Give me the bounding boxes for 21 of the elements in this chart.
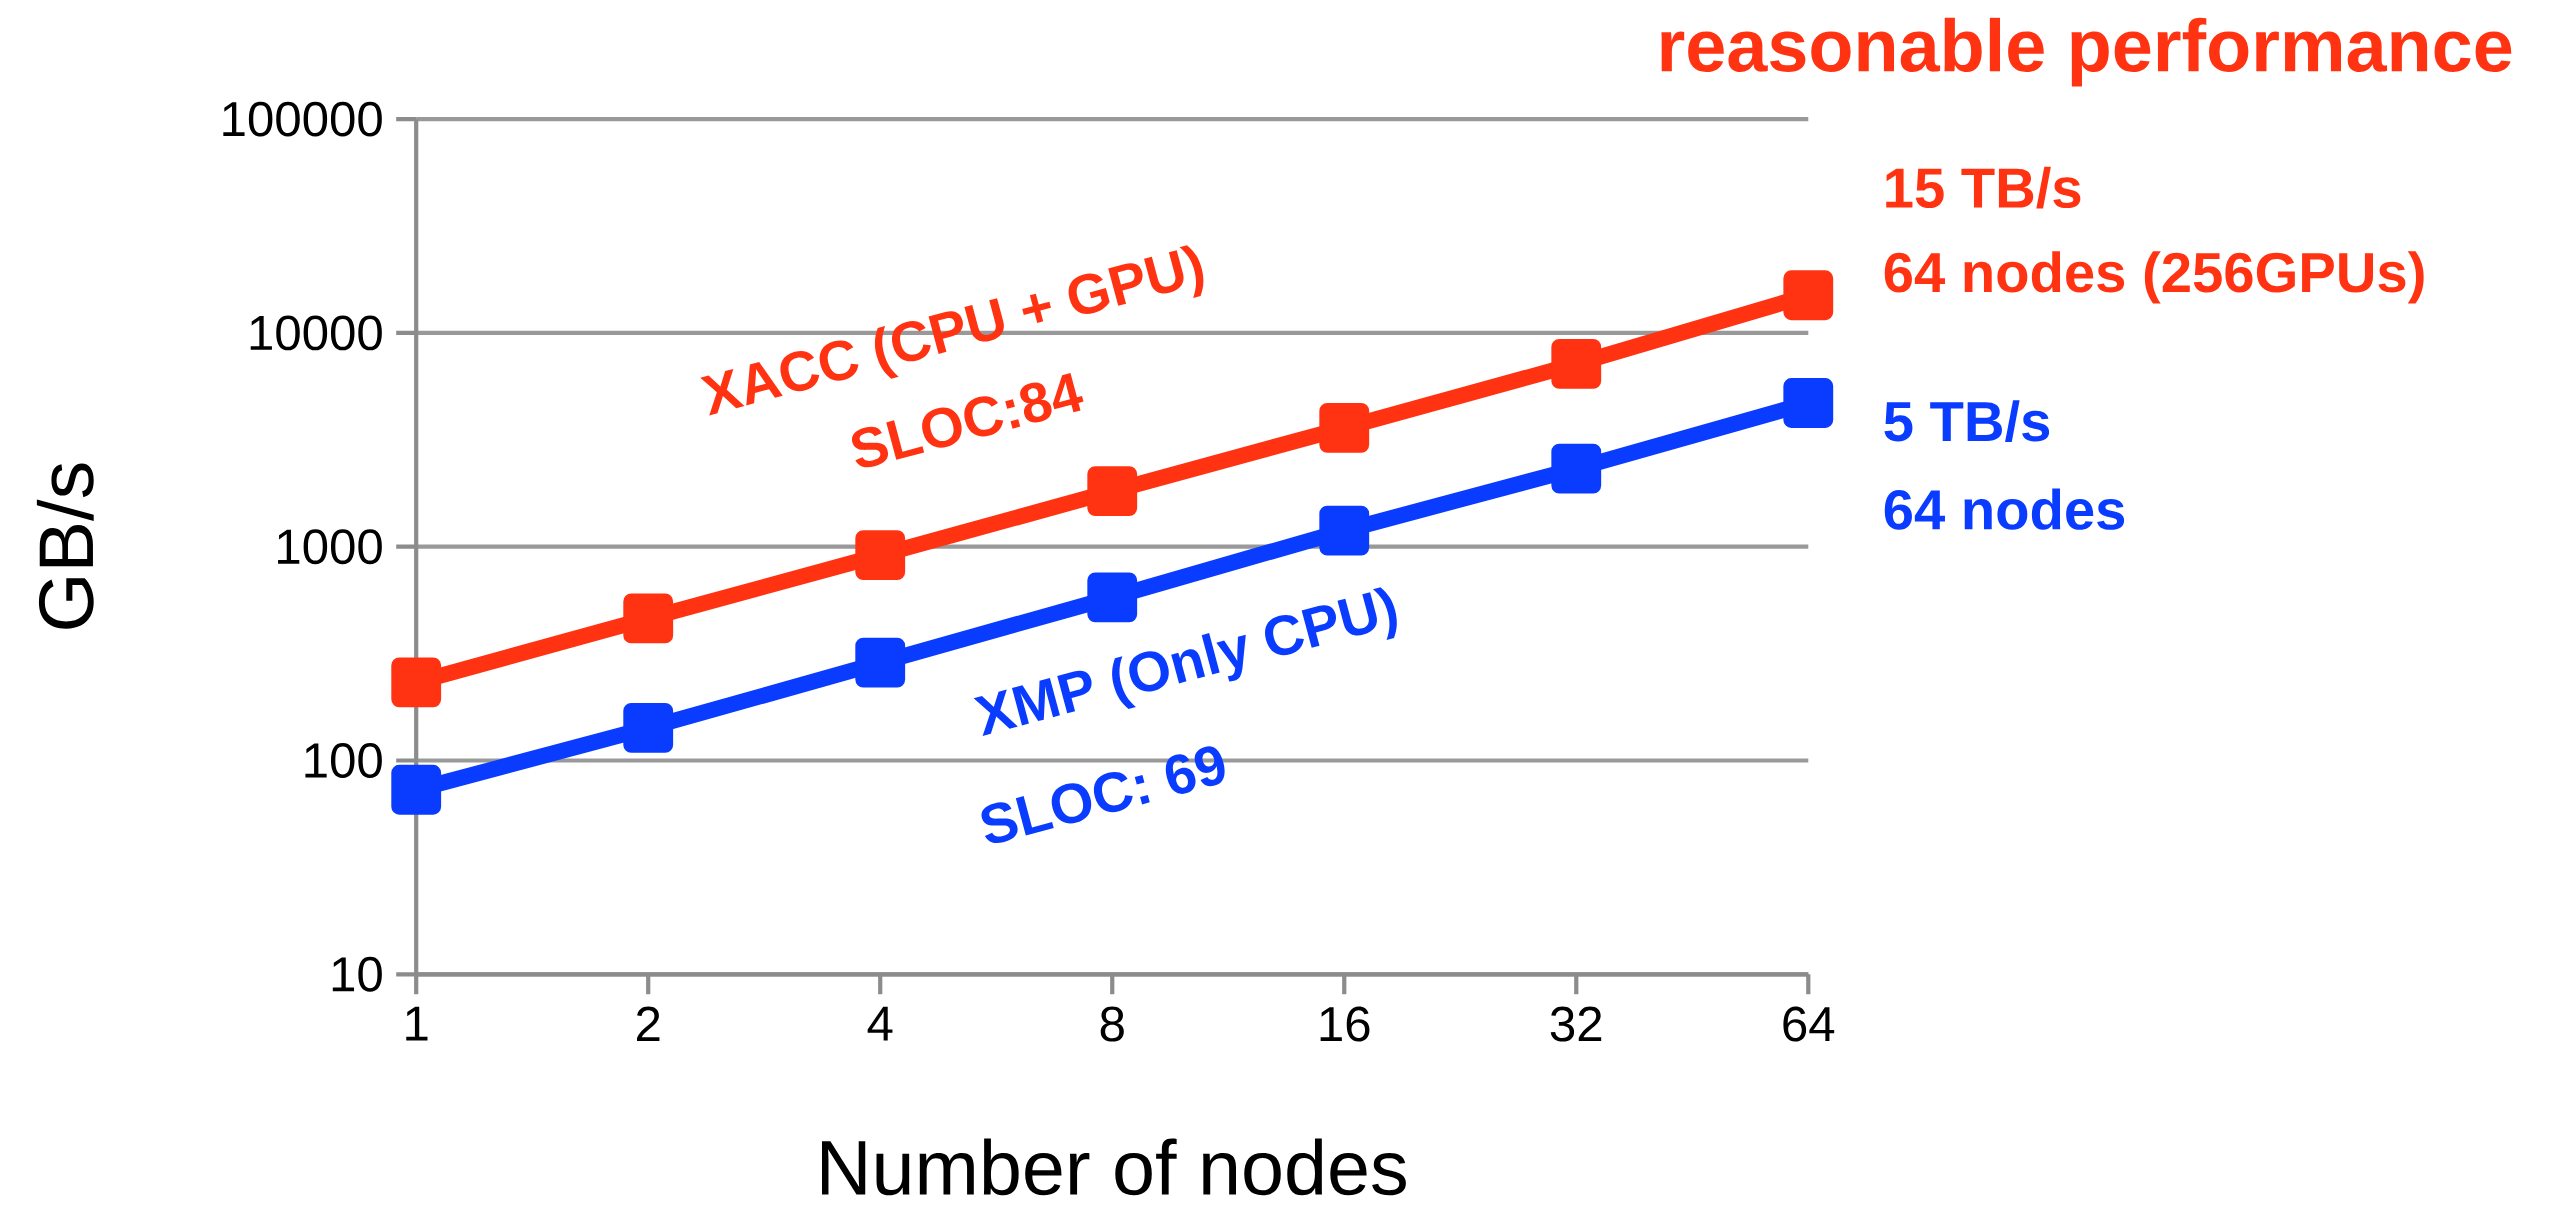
x-tick-label: 2 bbox=[637, 1006, 660, 1042]
text: reasonable performance bbox=[1661, 17, 2512, 87]
y-tick-label: 100 bbox=[305, 743, 382, 778]
x-tick-label: 64 bbox=[1783, 1006, 1835, 1042]
text: XMP (Only CPU) bbox=[973, 587, 1397, 737]
x-axis-title: Number of nodes bbox=[822, 1138, 1406, 1196]
x-tick-label: 32 bbox=[1550, 1006, 1602, 1042]
x-tick-label: 8 bbox=[1100, 1006, 1124, 1042]
text: 5 TB/s bbox=[1884, 400, 2050, 443]
y-tick-label: 10000 bbox=[250, 315, 382, 351]
text: 64 nodes (256GPUs) bbox=[1884, 251, 2424, 304]
y-axis-title: GB/s bbox=[36, 463, 94, 629]
x-tick-label: 4 bbox=[867, 1006, 893, 1041]
x-tick-label: 1 bbox=[406, 1006, 428, 1041]
x-tick-label: 16 bbox=[1320, 1006, 1370, 1042]
y-tick-label: 10 bbox=[332, 956, 382, 992]
y-tick-label: 1000 bbox=[278, 529, 382, 565]
y-tick-label: 100000 bbox=[223, 101, 382, 137]
annotation: SLOC: 69 bbox=[981, 746, 1225, 844]
text: 64 nodes bbox=[1884, 488, 2125, 530]
text: 15 TB/s bbox=[1886, 166, 2081, 209]
